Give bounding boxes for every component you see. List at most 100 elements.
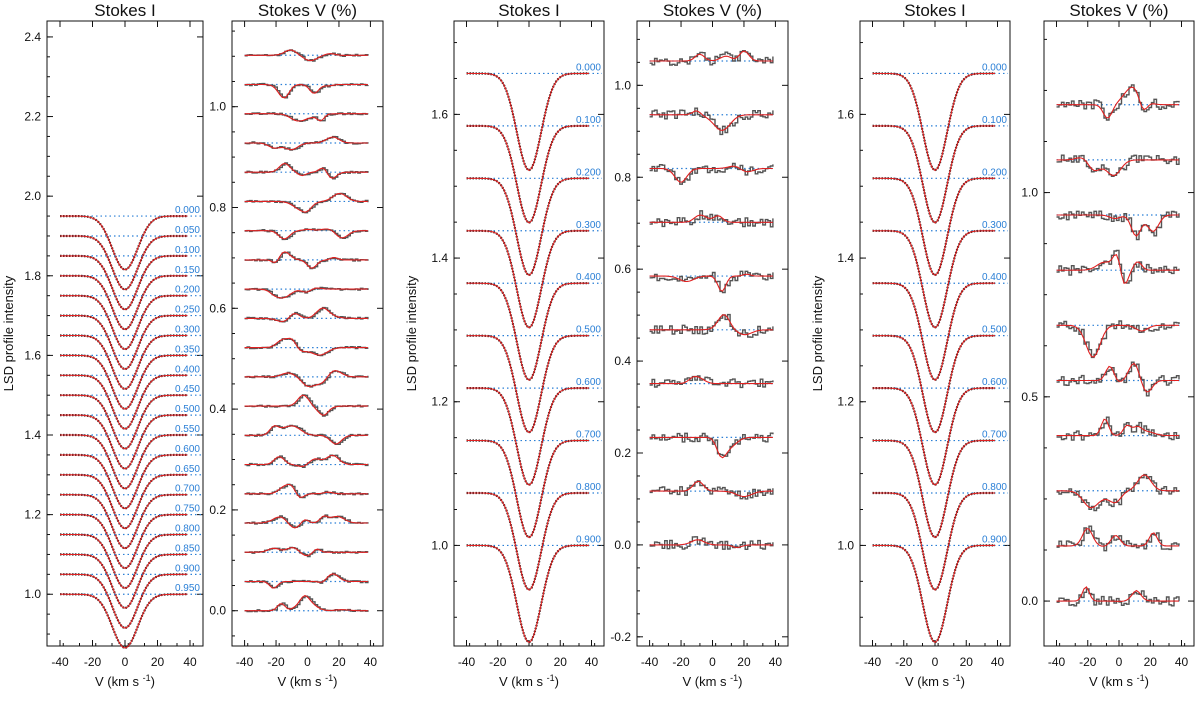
phase-label: 0.700 — [576, 430, 601, 441]
phase-label: 0.300 — [982, 220, 1007, 231]
model-profile — [872, 492, 995, 591]
model-stokes-v — [649, 375, 773, 385]
panel-1-stokes_i: Stokes I -40 -20 0 20 40 V (km s -1) 1.0 1.2 1.4 1… — [1, 1, 204, 689]
x-tick-label: 40 — [183, 655, 197, 669]
model-stokes-v — [244, 162, 368, 179]
x-tick-label: 0 — [526, 655, 533, 669]
panel-title: Stokes I — [904, 1, 965, 20]
y-tick-label: 0.8 — [614, 170, 631, 184]
model-stokes-v — [244, 228, 368, 240]
phase-label: 0.200 — [175, 285, 200, 296]
model-profile — [466, 492, 589, 591]
x-tick-label: -40 — [236, 655, 254, 669]
x-axis-label-end: ) — [151, 674, 155, 689]
model-profile — [60, 235, 188, 291]
y-axis-label: LSD profile intensity — [1, 275, 16, 391]
x-tick-label: 40 — [585, 655, 599, 669]
model-stokes-v — [244, 394, 368, 416]
model-profile — [60, 295, 188, 350]
y-tick-label: 1.6 — [431, 107, 448, 121]
y-tick-label: 1.0 — [431, 538, 448, 552]
model-profile — [466, 544, 589, 644]
phase-label: 0.100 — [175, 245, 200, 256]
model-stokes-v — [244, 251, 368, 269]
y-tick-label: 2.2 — [24, 110, 41, 124]
model-stokes-v — [1056, 214, 1179, 237]
model-stokes-v — [649, 110, 773, 131]
panel-title: Stokes I — [498, 1, 559, 20]
x-tick-label: 20 — [151, 655, 165, 669]
phase-label: 0.300 — [175, 324, 200, 335]
y-tick-label: 0.2 — [614, 446, 631, 460]
x-axis-label: V (km s -1) — [499, 673, 559, 689]
model-stokes-v — [244, 136, 368, 151]
phase-label: 0.700 — [175, 484, 200, 495]
x-axis-label-end: ) — [333, 674, 337, 689]
model-profile — [872, 439, 995, 539]
y-tick-label: 1.0 — [209, 100, 226, 114]
phase-label: 0.200 — [982, 167, 1007, 178]
model-profile — [60, 255, 188, 311]
x-tick-label: -20 — [489, 655, 507, 669]
x-tick-label: 0 — [304, 655, 311, 669]
x-tick-label: -40 — [1048, 655, 1066, 669]
y-tick-label: 0.6 — [209, 301, 226, 315]
model-profile — [466, 177, 589, 277]
phase-label: 0.800 — [576, 482, 601, 493]
model-profile — [60, 354, 188, 410]
model-stokes-v — [649, 165, 773, 183]
phase-label: 0.600 — [982, 377, 1007, 388]
x-axis-label: V (km s -1) — [905, 673, 965, 689]
y-tick-label: 1.6 — [837, 107, 854, 121]
y-tick-label: 2.0 — [24, 189, 41, 203]
x-axis-label-sup: -1 — [730, 673, 738, 683]
y-tick-label: 1.2 — [24, 508, 41, 522]
observed-stokes-v — [1056, 473, 1180, 512]
x-axis-label-main: V (km s — [682, 674, 730, 689]
observed-stokes-v — [649, 162, 774, 185]
x-tick-label: -20 — [84, 655, 102, 669]
model-profile — [466, 439, 589, 539]
model-stokes-v — [1056, 418, 1179, 437]
y-tick-label: 0.2 — [209, 503, 226, 517]
phase-label: 0.100 — [576, 115, 601, 126]
phase-label: 0.100 — [982, 115, 1007, 126]
y-axis-label: LSD profile intensity — [404, 275, 419, 391]
model-stokes-v — [1056, 253, 1179, 284]
model-stokes-v — [244, 307, 368, 323]
model-stokes-v — [244, 287, 368, 299]
model-stokes-v — [244, 83, 368, 99]
model-profile — [60, 315, 188, 370]
y-tick-label: 1.6 — [24, 348, 41, 362]
phase-label: 0.300 — [576, 220, 601, 231]
x-tick-label: 40 — [1175, 655, 1189, 669]
panel-3-stokes_i: Stokes I -40 -20 0 20 40 V (km s -1) 1.0 1.2 1.4 1… — [810, 1, 1011, 689]
phase-label: 0.900 — [175, 563, 200, 574]
x-axis-label-main: V (km s — [95, 674, 143, 689]
panel-1-stokes_v: Stokes V (%) -40 -20 0 20 40 V (km s -1) 0.0 0.2… — [209, 1, 384, 689]
model-stokes-v — [1056, 362, 1179, 393]
phase-label: 0.000 — [982, 62, 1007, 73]
x-tick-label: -40 — [458, 655, 476, 669]
phase-label: 0.150 — [175, 265, 200, 276]
y-tick-label: 1.0 — [837, 538, 854, 552]
phase-label: 0.550 — [175, 424, 200, 435]
x-tick-label: 0 — [932, 655, 939, 669]
x-tick-label: -20 — [672, 655, 690, 669]
model-stokes-v — [244, 49, 368, 62]
model-profile — [60, 394, 188, 450]
x-axis-label: V (km s -1) — [95, 673, 155, 689]
x-axis-label-sup: -1 — [1137, 673, 1145, 683]
x-tick-label: 20 — [960, 655, 974, 669]
y-tick-label: 0.4 — [614, 354, 631, 368]
x-axis-label: V (km s -1) — [277, 673, 337, 689]
x-axis-label-main: V (km s — [277, 674, 325, 689]
model-stokes-v — [244, 547, 368, 557]
x-axis-label-sup: -1 — [325, 673, 333, 683]
model-stokes-v — [244, 192, 368, 213]
x-axis-label-end: ) — [1145, 674, 1149, 689]
model-stokes-v — [244, 337, 368, 356]
phase-label: 0.350 — [175, 344, 200, 355]
y-tick-label: 0.6 — [614, 262, 631, 276]
phase-label: 0.650 — [175, 464, 200, 475]
